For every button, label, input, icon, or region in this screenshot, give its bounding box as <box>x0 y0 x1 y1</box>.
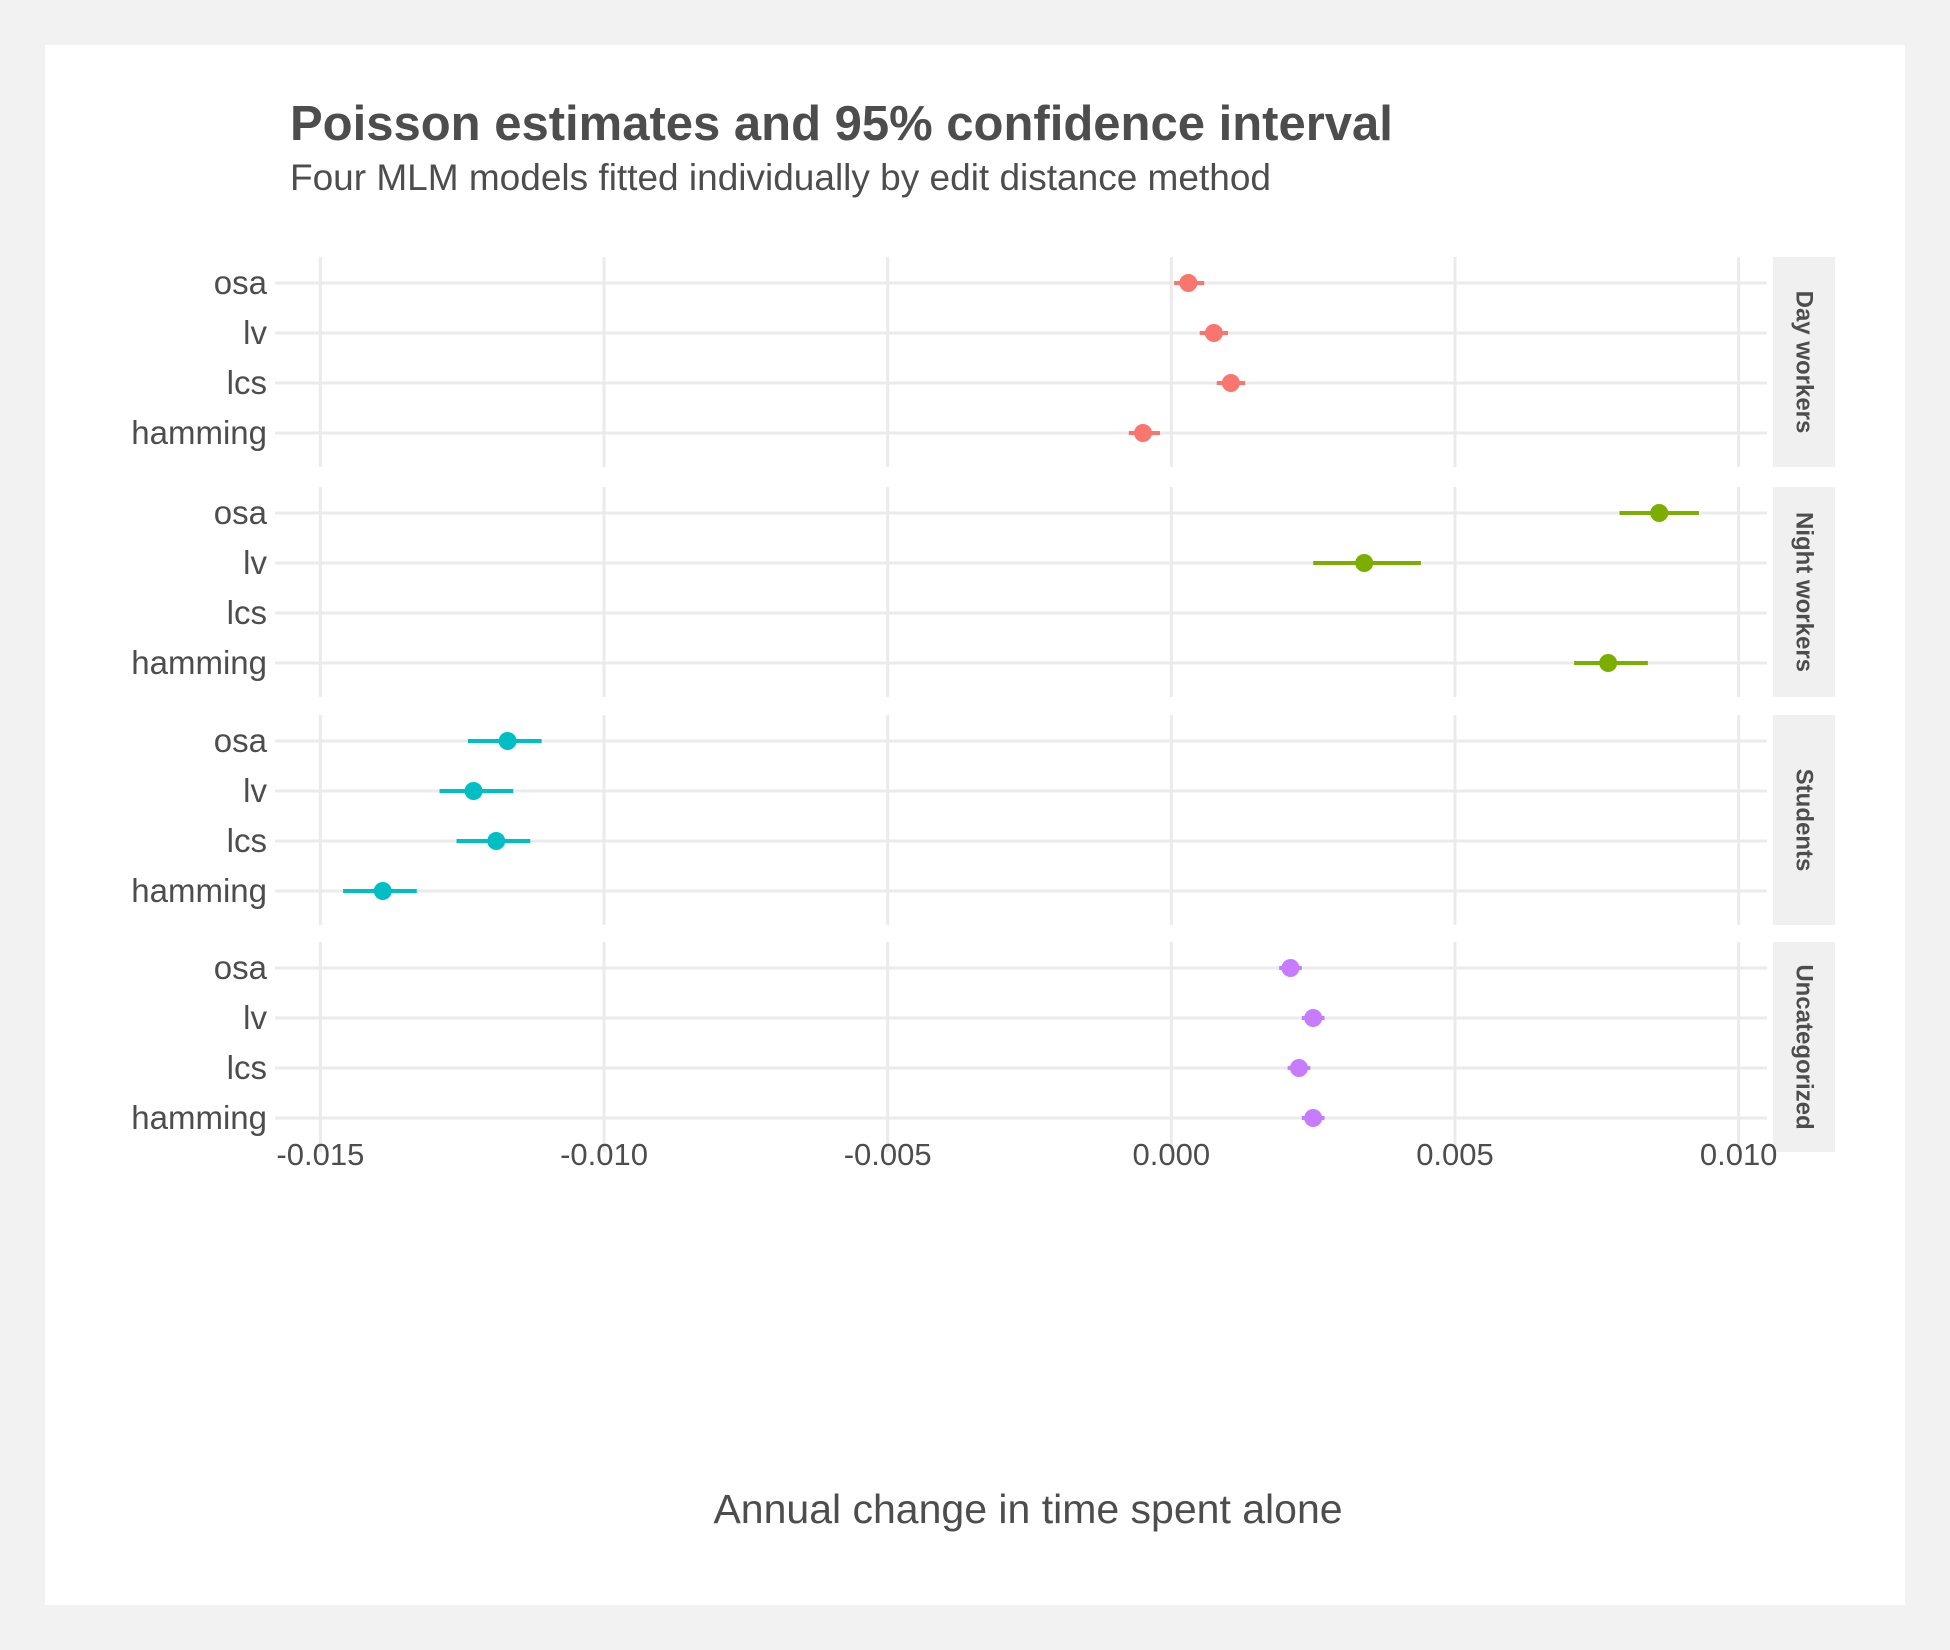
x-tick-label: 0.010 <box>1700 1137 1778 1172</box>
estimate-point <box>1304 1109 1323 1127</box>
y-tick-label: lcs <box>227 1049 267 1086</box>
estimate-point <box>498 732 517 750</box>
facet-panel: osa lv lcs hamming Uncategorized <box>131 942 1835 1152</box>
y-tick-label: hamming <box>131 644 267 681</box>
estimate-point <box>1355 554 1374 572</box>
facet-strip-label: Uncategorized <box>1791 964 1818 1129</box>
x-tick-label: -0.005 <box>844 1137 932 1172</box>
estimate-point <box>373 882 392 900</box>
facet-strip-label: Night workers <box>1791 512 1818 672</box>
x-axis-ticks: -0.015 -0.010 -0.005 0.000 0.005 0.010 <box>276 1137 1777 1172</box>
estimate-point <box>1304 1009 1323 1027</box>
x-axis-title: Annual change in time spent alone <box>713 1486 1342 1532</box>
y-tick-label: osa <box>214 722 268 759</box>
estimate-point <box>1281 959 1300 977</box>
facet-panels: osa lv lcs hamming Day workers osa lv lcs hammin… <box>131 257 1835 1152</box>
estimate-point <box>1204 324 1223 342</box>
y-tick-label: osa <box>214 949 268 986</box>
chart-canvas: Poisson estimates and 95% confidence int… <box>131 97 1835 1532</box>
y-tick-label: lv <box>243 314 267 351</box>
facet-strip <box>1773 942 1835 1152</box>
facet-strip <box>1773 487 1835 697</box>
facet-strip <box>1773 257 1835 467</box>
y-tick-label: lcs <box>227 594 267 631</box>
chart-title: Poisson estimates and 95% confidence int… <box>290 97 1393 151</box>
estimate-point <box>1599 654 1618 672</box>
y-tick-label: lv <box>243 544 267 581</box>
chart-card: Poisson estimates and 95% confidence int… <box>45 45 1905 1605</box>
x-tick-label: 0.005 <box>1416 1137 1494 1172</box>
estimate-point <box>1650 504 1669 522</box>
estimate-point <box>1289 1059 1308 1077</box>
y-tick-label: lv <box>243 999 267 1036</box>
y-tick-label: lcs <box>227 364 267 401</box>
facet-strip <box>1773 715 1835 925</box>
y-tick-label: hamming <box>131 872 267 909</box>
facet-panel: osa lv lcs hamming Students <box>131 715 1835 925</box>
x-tick-label: 0.000 <box>1133 1137 1211 1172</box>
facet-panel: osa lv lcs hamming Day workers <box>131 257 1835 467</box>
y-tick-label: osa <box>214 494 268 531</box>
facet-strip-label: Students <box>1791 769 1818 872</box>
facet-panel: osa lv lcs hamming Night workers <box>131 487 1835 697</box>
estimate-point <box>1179 274 1198 292</box>
estimate-point <box>1133 424 1152 442</box>
chart-subtitle: Four MLM models fitted individually by e… <box>290 157 1271 198</box>
x-tick-label: -0.010 <box>560 1137 648 1172</box>
y-tick-label: lv <box>243 772 267 809</box>
facet-strip-label: Day workers <box>1791 291 1818 434</box>
y-tick-label: hamming <box>131 1099 267 1136</box>
x-tick-label: -0.015 <box>276 1137 364 1172</box>
estimate-point <box>487 832 506 850</box>
y-tick-label: lcs <box>227 822 267 859</box>
estimate-point <box>1221 374 1240 392</box>
y-tick-label: osa <box>214 264 268 301</box>
estimate-point <box>464 782 483 800</box>
y-tick-label: hamming <box>131 414 267 451</box>
